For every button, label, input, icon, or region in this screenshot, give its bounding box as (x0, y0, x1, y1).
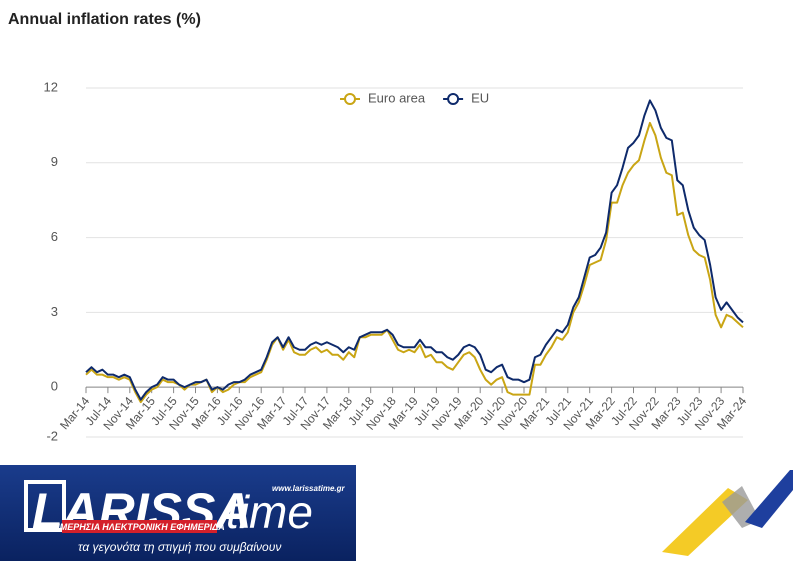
logo-subtitle: ΗΜΕΡΗΣΙΑ ΗΛΕΚΤΡΟΝΙΚΗ ΕΦΗΜΕΡΙΔΑ (53, 522, 224, 532)
chevron (745, 470, 793, 528)
watermark: LARISSA ΗΜΕΡΗΣΙΑ ΗΛΕΚΤΡΟΝΙΚΗ ΕΦΗΜΕΡΙΔΑ t… (0, 465, 793, 561)
series-line (85, 99, 744, 401)
legend-marker (447, 93, 460, 105)
series-line (85, 121, 744, 404)
legend-label: Euro area (368, 90, 426, 105)
y-tick-label: 12 (44, 79, 58, 94)
logo-name2: time (226, 486, 313, 538)
logo-url: www.larissatime.gr (272, 484, 346, 493)
y-tick-label: 3 (51, 304, 58, 319)
legend: Euro area EU (340, 90, 489, 105)
y-tick-label: 0 (51, 379, 58, 394)
logo-slogan: τα γεγονότα τη στιγμή που συμβαίνουν (78, 540, 281, 554)
legend-marker (344, 93, 356, 105)
y-tick-label: 6 (51, 229, 58, 244)
plot: -2036912Mar-14Jul-14Nov-14Mar-15Jul-15No… (44, 79, 750, 443)
y-tick-label: -2 (46, 428, 58, 443)
chart-title: Annual inflation rates (%) (8, 11, 201, 28)
legend-label: EU (471, 90, 489, 105)
logo-box (24, 480, 66, 532)
y-tick-label: 9 (51, 154, 58, 169)
logo-strip (62, 520, 217, 533)
